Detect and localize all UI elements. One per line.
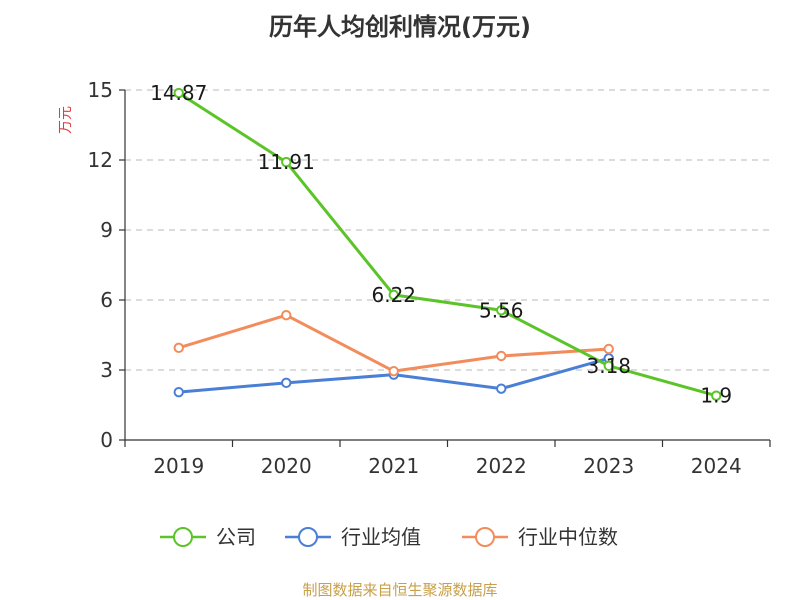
data-point[interactable]	[173, 87, 184, 99]
data-point[interactable]	[711, 390, 722, 401]
legend-swatch-marker	[298, 527, 318, 547]
legend[interactable]: 公司 行业均值 行业中位数	[160, 525, 618, 549]
chart-title: 历年人均创利情况(万元)	[269, 13, 531, 41]
series-line-0	[177, 91, 717, 398]
legend-item-1[interactable]: 行业均值	[285, 525, 421, 549]
data-point[interactable]	[173, 342, 184, 354]
data-point[interactable]	[496, 305, 507, 316]
legend-label: 行业中位数	[518, 525, 618, 549]
data-label: 5.56	[479, 298, 524, 322]
y-tick-label: 12	[88, 148, 113, 172]
data-label: 11.91	[258, 150, 315, 174]
series-line-2	[178, 313, 609, 373]
x-tick-label: 2019	[153, 454, 204, 478]
legend-item-0[interactable]: 公司	[160, 525, 256, 549]
source-note: 制图数据来自恒生聚源数据库	[302, 581, 497, 599]
y-tick-label: 15	[88, 78, 113, 102]
x-tick-label: 2024	[691, 454, 742, 478]
data-point[interactable]	[281, 309, 292, 321]
legend-swatch-marker	[173, 527, 193, 547]
data-label: 1.9	[700, 384, 732, 408]
data-point[interactable]	[281, 156, 292, 168]
axes: 0 3 6 9 12 15 2019 2020 2021 2022 2023 2024	[88, 78, 771, 478]
x-tick-label: 2022	[476, 454, 527, 478]
data-label: 14.87	[150, 81, 207, 105]
legend-label: 行业均值	[341, 525, 421, 549]
x-tick-label: 2020	[261, 454, 312, 478]
series-lines	[173, 87, 722, 401]
gridlines	[125, 89, 770, 371]
legend-item-2[interactable]: 行业中位数	[462, 525, 618, 549]
data-label: 3.18	[586, 354, 631, 378]
data-point[interactable]	[281, 377, 292, 389]
x-tick-label: 2023	[583, 454, 634, 478]
data-point[interactable]	[603, 360, 614, 371]
data-point[interactable]	[388, 365, 399, 377]
data-point[interactable]	[603, 343, 614, 355]
data-labels: 14.87 11.91 6.22 5.56 3.18 1.9	[150, 81, 732, 408]
y-tick-label: 6	[100, 288, 113, 312]
data-label: 6.22	[371, 283, 416, 307]
y-tick-label: 3	[100, 358, 113, 382]
data-point[interactable]	[388, 289, 399, 301]
data-point[interactable]	[496, 383, 507, 394]
data-point[interactable]	[173, 386, 184, 398]
legend-swatch-marker	[475, 527, 495, 547]
y-axis-label: 万元	[58, 106, 74, 134]
x-tick-label: 2021	[368, 454, 419, 478]
legend-label: 公司	[216, 525, 256, 549]
data-point[interactable]	[496, 350, 507, 362]
y-tick-label: 0	[100, 428, 113, 452]
y-tick-label: 9	[100, 218, 113, 242]
